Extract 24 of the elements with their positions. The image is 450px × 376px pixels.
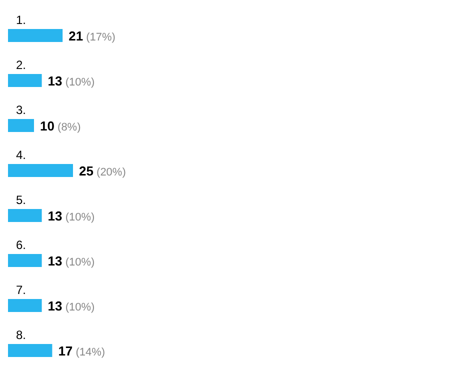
data-label: 21 (17%) <box>68 28 116 44</box>
bar <box>8 74 42 87</box>
y-tick-label: 7. <box>16 283 26 297</box>
y-tick-label: 2. <box>16 58 26 72</box>
data-label: 13 (10%) <box>48 298 95 314</box>
bar <box>8 344 52 357</box>
y-tick-label: 1. <box>16 13 26 27</box>
bar <box>8 164 73 177</box>
data-label: 17 (14%) <box>58 344 106 358</box>
y-tick-label: 8. <box>16 328 26 342</box>
bar <box>8 29 63 42</box>
data-label: 13 (10%) <box>48 254 95 268</box>
data-label: 13 (10%) <box>48 208 95 224</box>
y-tick-label: 6. <box>16 238 26 252</box>
y-tick-label: 3. <box>16 103 26 117</box>
data-label: 13 (10%) <box>48 74 95 88</box>
y-tick-label: 5. <box>16 193 26 207</box>
bar <box>8 254 42 267</box>
data-label: 25 (20%) <box>79 164 126 178</box>
bar <box>8 299 42 312</box>
bar <box>8 119 34 132</box>
data-label: 10 (8%) <box>40 118 81 134</box>
bar <box>8 209 42 222</box>
y-tick-label: 4. <box>16 148 26 162</box>
